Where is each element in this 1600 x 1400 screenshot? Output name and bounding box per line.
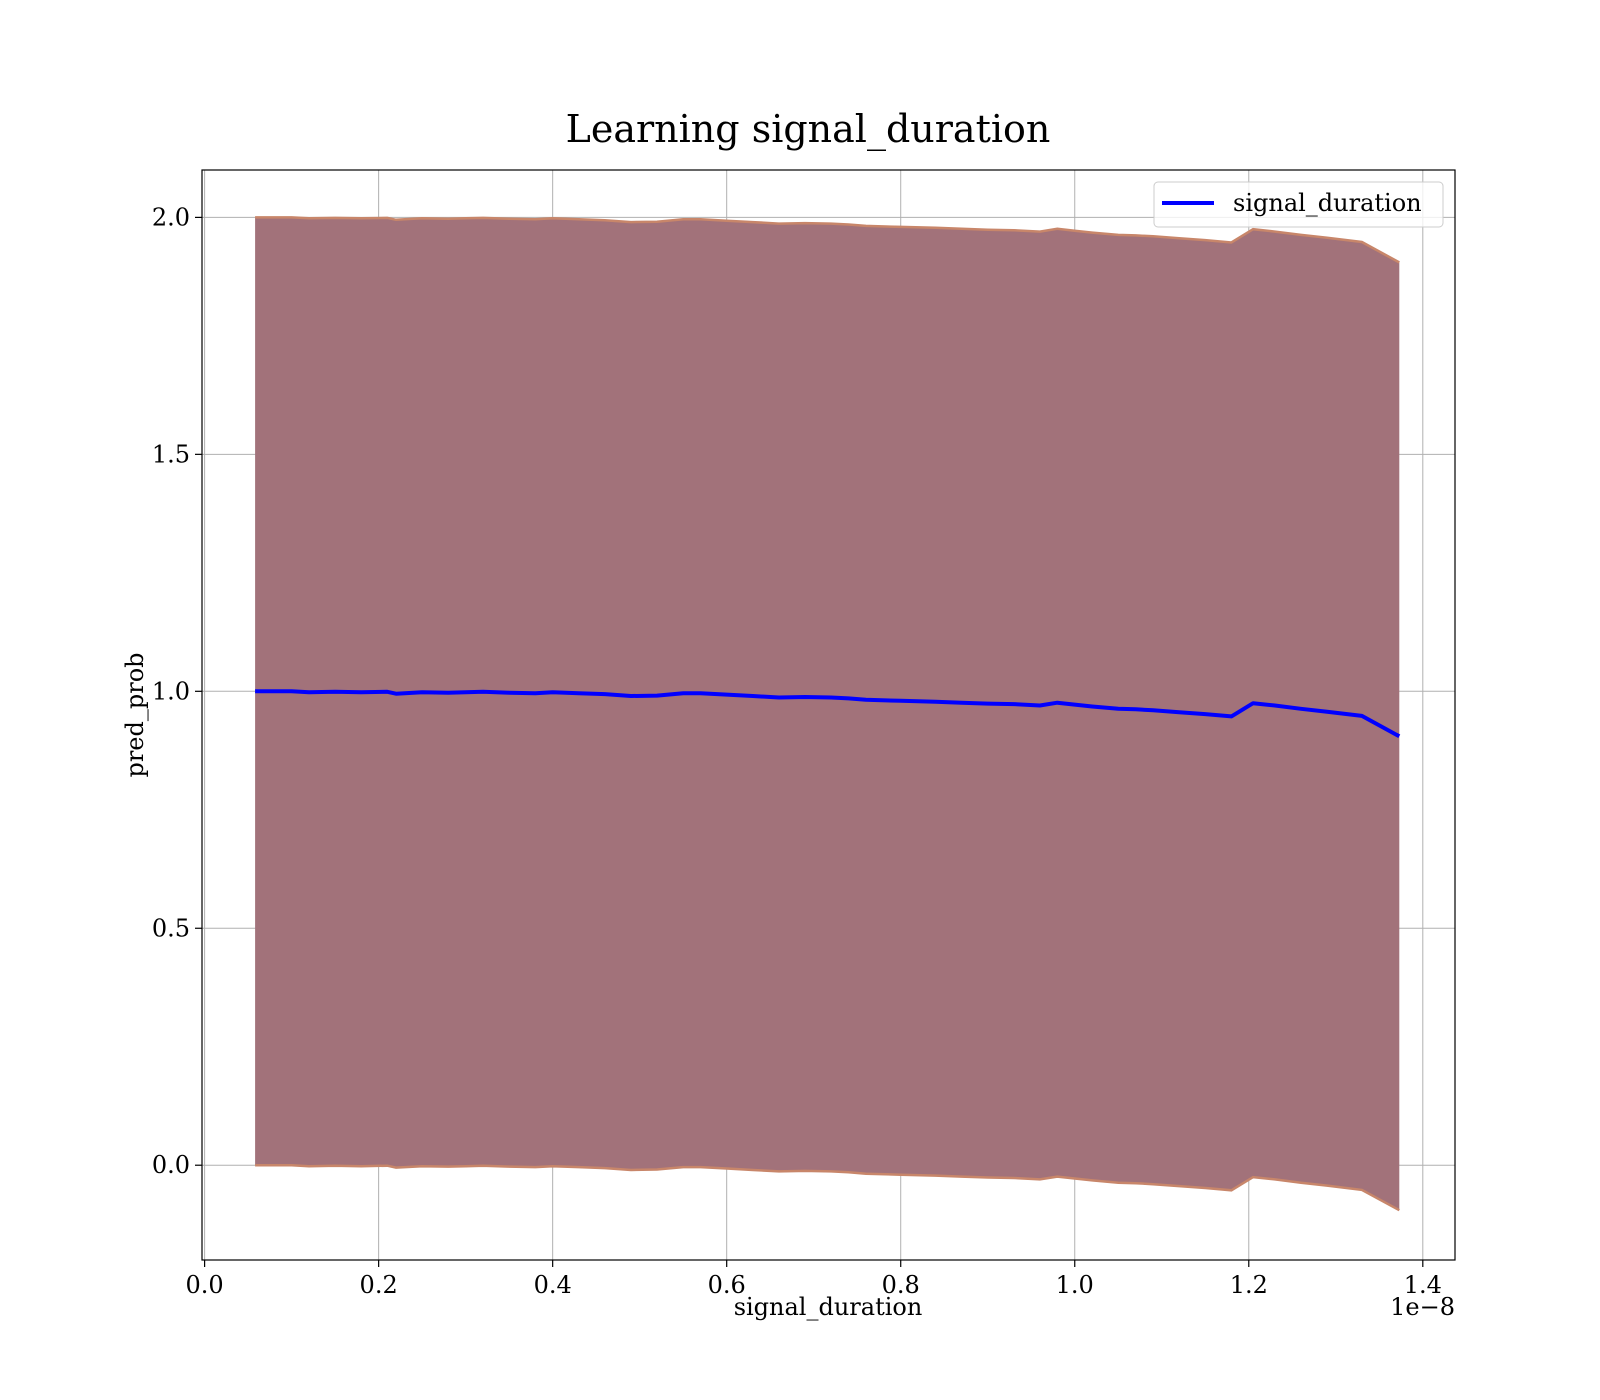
x-tick-label: 0.2 bbox=[360, 1271, 398, 1299]
legend-box bbox=[1153, 181, 1444, 228]
y-tick-label: 2.0 bbox=[152, 203, 190, 231]
x-axis-offset-label: 1e−8 bbox=[1390, 1293, 1455, 1321]
chart-title: Learning signal_duration bbox=[566, 107, 1051, 152]
series-lines bbox=[255, 689, 1401, 739]
confidence-band-area bbox=[255, 217, 1400, 1211]
legend-entry-signal-duration: signal_duration bbox=[1233, 189, 1422, 217]
x-tick-label: 0.8 bbox=[882, 1271, 920, 1299]
legend: signal_duration bbox=[1153, 181, 1444, 228]
x-tick-label: 0.4 bbox=[534, 1271, 572, 1299]
y-tick-label: 0.0 bbox=[152, 1151, 190, 1179]
x-tick-label: 1.2 bbox=[1230, 1271, 1268, 1299]
y-tick-label: 1.5 bbox=[152, 440, 190, 468]
y-tick-label: 1.0 bbox=[152, 677, 190, 705]
x-axis-ticks: 0.0 0.2 0.4 0.6 0.8 1.0 1.2 1.4 bbox=[186, 1260, 1442, 1299]
plot-frame bbox=[201, 169, 1456, 1261]
x-tick-label: 1.4 bbox=[1404, 1271, 1442, 1299]
y-axis-ticks: 0.0 0.5 1.0 1.5 2.0 bbox=[152, 203, 202, 1179]
x-axis-label: signal_duration bbox=[734, 1293, 923, 1321]
band-lower-edge bbox=[255, 1163, 1400, 1212]
y-axis-label: pred_prob bbox=[121, 652, 149, 777]
series-line-signal-duration bbox=[255, 689, 1401, 739]
confidence-band bbox=[255, 216, 1400, 1212]
band-upper-edge bbox=[255, 216, 1400, 264]
x-tick-label: 1.0 bbox=[1056, 1271, 1094, 1299]
x-tick-label: 0.0 bbox=[186, 1271, 224, 1299]
x-tick-label: 0.6 bbox=[708, 1271, 746, 1299]
y-tick-label: 0.5 bbox=[152, 914, 190, 942]
